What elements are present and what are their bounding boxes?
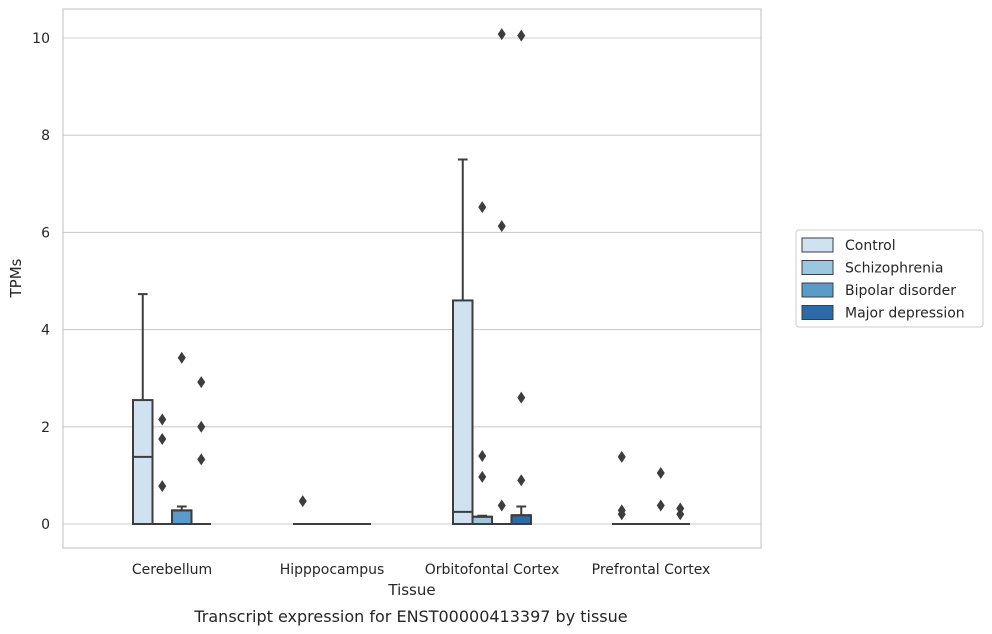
outlier-point (656, 466, 665, 479)
outlier-point (617, 508, 626, 521)
legend-swatch (801, 282, 834, 298)
outlier-point (517, 391, 526, 404)
box (452, 299, 474, 525)
outlier-point (617, 450, 626, 463)
plot-frame (62, 8, 762, 549)
outlier-point (158, 480, 167, 493)
y-tick-label: 0 (41, 517, 50, 533)
x-tick-label: Cerebellum (132, 562, 212, 578)
outlier-point (517, 29, 526, 42)
legend-item: Schizophrenia (801, 260, 943, 277)
box-group (651, 466, 671, 525)
box-group (191, 376, 211, 525)
y-tick-label: 6 (41, 225, 50, 241)
outlier-point (497, 28, 506, 41)
box (510, 514, 532, 526)
outlier-point (158, 413, 167, 426)
legend-label: Schizophrenia (845, 261, 943, 277)
legend-frame (795, 229, 984, 328)
legend-swatch (801, 305, 834, 320)
y-tick-label: 8 (41, 128, 50, 144)
outlier-point (197, 453, 206, 466)
legend-swatch (801, 237, 834, 253)
outlier-point (478, 449, 487, 462)
box-group (492, 28, 512, 525)
outlier-point (676, 508, 685, 521)
legend-label: Bipolar disorder (845, 283, 956, 299)
y-tick-label: 4 (41, 323, 50, 339)
chart-caption: Transcript expression for ENST0000041339… (193, 607, 627, 626)
outlier-point (656, 499, 665, 512)
legend-item: Control (801, 237, 896, 254)
grid-lines (63, 37, 761, 525)
box-group (510, 29, 532, 526)
outlier-point (517, 474, 526, 487)
outlier-point (197, 420, 206, 433)
legend-item: Bipolar disorder (801, 282, 956, 299)
legend-swatch (801, 260, 834, 275)
outlier-point (497, 220, 506, 233)
x-tick-labels: Cerebellum Hipppocampus Orbitofontal Corte… (132, 562, 710, 578)
outlier-point (177, 351, 186, 364)
box-group (612, 450, 632, 525)
outlier-point (497, 499, 506, 512)
x-tick-label: Orbitofontal Cortex (425, 562, 560, 578)
box-group (132, 293, 154, 526)
outlier-point (478, 201, 487, 214)
x-tick-label: Prefrontal Cortex (592, 562, 711, 578)
y-tick-labels: 0 2 4 6 8 10 (32, 31, 50, 533)
outlier-point (298, 495, 307, 508)
outlier-point (478, 470, 487, 483)
legend-label: Major depression (845, 306, 965, 322)
y-tick-label: 10 (32, 31, 50, 47)
box (132, 399, 154, 526)
box (171, 509, 193, 525)
legend-label: Control (845, 238, 896, 254)
x-axis-title: Tissue (387, 581, 435, 599)
legend-item: Major depression (801, 305, 965, 322)
x-tick-label: Hipppocampus (280, 562, 385, 578)
box-group (293, 495, 313, 525)
legend: Control Schizophrenia Bipolar disorder Majo… (795, 229, 984, 328)
y-axis-title: TPMs (7, 258, 25, 298)
outlier-point (158, 432, 167, 445)
outlier-point (197, 376, 206, 389)
box-group (171, 351, 193, 525)
box (471, 515, 493, 526)
box-group (152, 413, 172, 525)
box-group (471, 201, 493, 526)
box-group (452, 158, 474, 525)
y-tick-label: 2 (41, 420, 50, 436)
box-group (670, 502, 690, 525)
boxes (132, 28, 690, 526)
